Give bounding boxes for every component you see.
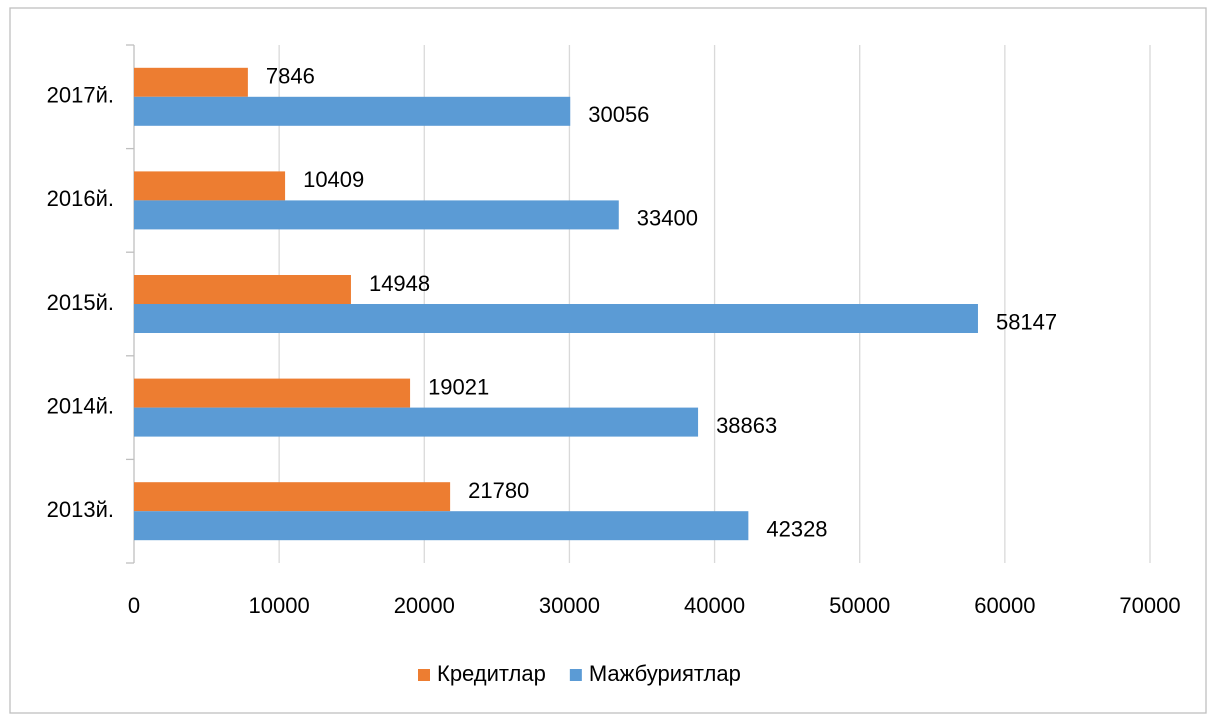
data-label: 58147 [996, 309, 1057, 334]
data-label: 42328 [766, 517, 827, 542]
x-tick-label: 40000 [684, 593, 745, 618]
legend-label: Кредитлар [437, 661, 546, 686]
bar [134, 96, 571, 126]
x-tick-label: 70000 [1119, 593, 1180, 618]
y-tick-label: 2013й. [47, 497, 114, 522]
data-label: 33400 [637, 206, 698, 231]
bar [134, 511, 749, 541]
bar [134, 67, 248, 97]
y-tick-label: 2014й. [47, 393, 114, 418]
y-tick-label: 2015й. [47, 290, 114, 315]
bar [134, 200, 619, 230]
data-label: 38863 [716, 413, 777, 438]
data-label: 7846 [266, 64, 315, 89]
data-label: 21780 [468, 478, 529, 503]
bar [134, 275, 351, 304]
bar [134, 171, 286, 201]
legend-swatch [418, 669, 430, 681]
x-tick-label: 30000 [539, 593, 600, 618]
legend-label: Мажбуриятлар [589, 661, 741, 686]
bar [134, 304, 978, 333]
data-label: 14948 [369, 271, 430, 296]
x-tick-label: 60000 [974, 593, 1035, 618]
x-tick-label: 20000 [394, 593, 455, 618]
bar [134, 407, 699, 437]
bar [134, 482, 451, 512]
legend-swatch [569, 669, 582, 681]
data-label: 19021 [428, 374, 489, 399]
y-tick-label: 2017й. [47, 83, 114, 108]
data-label: 30056 [588, 102, 649, 127]
bar [134, 378, 411, 408]
data-label: 10409 [303, 167, 364, 192]
x-tick-label: 0 [128, 593, 140, 618]
x-tick-label: 50000 [829, 593, 890, 618]
x-tick-label: 10000 [249, 593, 310, 618]
y-tick-label: 2016й. [47, 186, 114, 211]
